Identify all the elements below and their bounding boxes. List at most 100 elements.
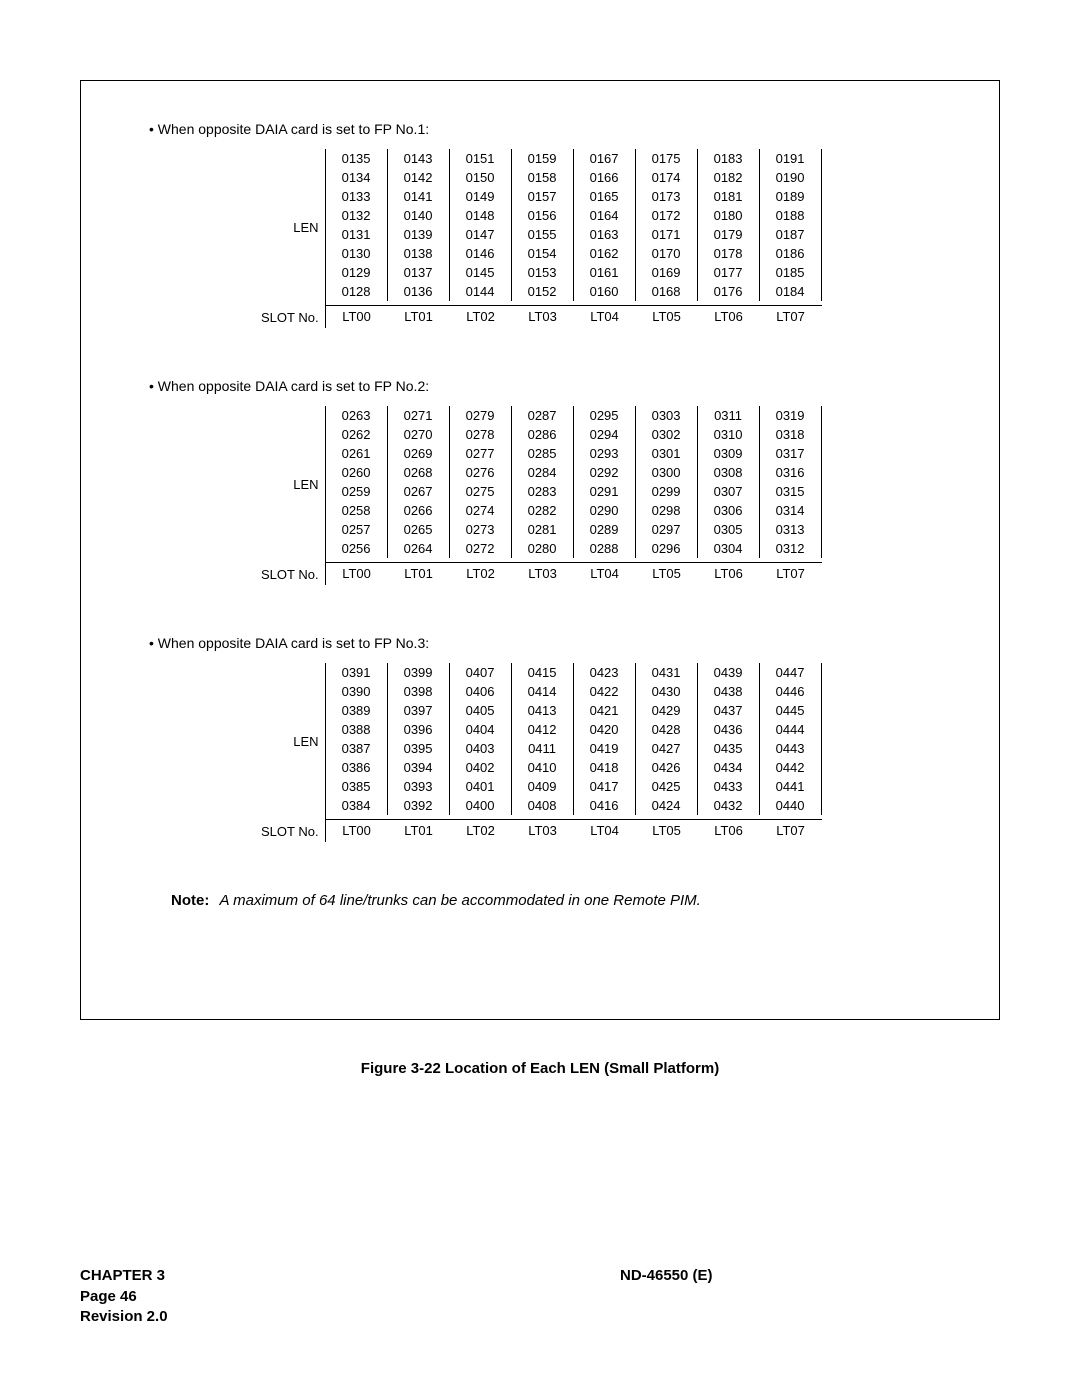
len-cell: 0136 (388, 282, 450, 301)
len-cell: 0181 (698, 187, 760, 206)
len-cell: 0133 (326, 187, 388, 206)
len-cell: 0441 (760, 777, 822, 796)
len-cell: 0280 (512, 539, 574, 558)
len-section: When opposite DAIA card is set to FP No.… (141, 635, 949, 842)
len-cell: 0444 (760, 720, 822, 739)
len-cell: 0319 (760, 406, 822, 425)
slot-row: LT00LT01LT02LT03LT04LT05LT06LT07 (326, 819, 822, 842)
slotno-label: SLOT No. (261, 306, 319, 328)
len-cell: 0421 (574, 701, 636, 720)
table-row: 02590267027502830291029903070315 (326, 482, 822, 501)
footer-page: Page 46 (80, 1287, 460, 1307)
slot-cell: LT03 (512, 820, 574, 842)
len-cell: 0286 (512, 425, 574, 444)
table-wrap: LENSLOT No.02630271027902870295030303110… (261, 406, 949, 585)
len-cell: 0293 (574, 444, 636, 463)
len-cell: 0428 (636, 720, 698, 739)
len-cell: 0405 (450, 701, 512, 720)
len-cell: 0393 (388, 777, 450, 796)
len-cell: 0188 (760, 206, 822, 225)
len-cell: 0422 (574, 682, 636, 701)
table-row: 01280136014401520160016801760184 (326, 282, 822, 301)
len-cell: 0161 (574, 263, 636, 282)
len-cell: 0423 (574, 663, 636, 682)
len-cell: 0445 (760, 701, 822, 720)
len-cell: 0425 (636, 777, 698, 796)
table-row: 03840392040004080416042404320440 (326, 796, 822, 815)
len-cell: 0140 (388, 206, 450, 225)
figure-caption: Figure 3-22 Location of Each LEN (Small … (0, 1060, 1080, 1077)
len-cell: 0413 (512, 701, 574, 720)
footer-revision: Revision 2.0 (80, 1307, 460, 1327)
len-cell: 0404 (450, 720, 512, 739)
len-cell: 0141 (388, 187, 450, 206)
len-cell: 0271 (388, 406, 450, 425)
len-cell: 0294 (574, 425, 636, 444)
len-cell: 0150 (450, 168, 512, 187)
table-row: 02620270027802860294030203100318 (326, 425, 822, 444)
len-cell: 0187 (760, 225, 822, 244)
len-cell: 0179 (698, 225, 760, 244)
len-cell: 0399 (388, 663, 450, 682)
len-cell: 0172 (636, 206, 698, 225)
len-cell: 0274 (450, 501, 512, 520)
len-cell: 0154 (512, 244, 574, 263)
len-section: When opposite DAIA card is set to FP No.… (141, 121, 949, 328)
slot-cell: LT06 (698, 820, 760, 842)
len-cell: 0128 (326, 282, 388, 301)
len-cell: 0438 (698, 682, 760, 701)
len-cell: 0314 (760, 501, 822, 520)
len-cell: 0151 (450, 149, 512, 168)
len-cell: 0157 (512, 187, 574, 206)
len-cell: 0387 (326, 739, 388, 758)
len-cell: 0420 (574, 720, 636, 739)
len-cell: 0191 (760, 149, 822, 168)
len-cell: 0285 (512, 444, 574, 463)
len-cell: 0312 (760, 539, 822, 558)
len-cell: 0283 (512, 482, 574, 501)
len-cell: 0317 (760, 444, 822, 463)
len-cell: 0134 (326, 168, 388, 187)
len-cell: 0402 (450, 758, 512, 777)
slot-cell: LT00 (326, 306, 388, 328)
table-row: 02580266027402820290029803060314 (326, 501, 822, 520)
len-cell: 0155 (512, 225, 574, 244)
grid-body: 0263027102790287029503030311031902620270… (325, 406, 822, 585)
slot-cell: LT01 (388, 563, 450, 585)
len-cell: 0430 (636, 682, 698, 701)
len-cell: 0144 (450, 282, 512, 301)
len-cell: 0276 (450, 463, 512, 482)
len-cell: 0132 (326, 206, 388, 225)
len-cell: 0153 (512, 263, 574, 282)
len-cell: 0288 (574, 539, 636, 558)
slot-cell: LT07 (760, 306, 822, 328)
len-cell: 0279 (450, 406, 512, 425)
len-cell: 0417 (574, 777, 636, 796)
len-cell: 0145 (450, 263, 512, 282)
table-wrap: LENSLOT No.01350143015101590167017501830… (261, 149, 949, 328)
len-cell: 0139 (388, 225, 450, 244)
len-label: LEN (293, 663, 318, 820)
len-cell: 0307 (698, 482, 760, 501)
len-cell: 0184 (760, 282, 822, 301)
len-cell: 0418 (574, 758, 636, 777)
len-cell: 0182 (698, 168, 760, 187)
len-cell: 0173 (636, 187, 698, 206)
slot-cell: LT02 (450, 820, 512, 842)
len-cell: 0406 (450, 682, 512, 701)
table-row: 01290137014501530161016901770185 (326, 263, 822, 282)
len-cell: 0397 (388, 701, 450, 720)
len-cell: 0272 (450, 539, 512, 558)
len-cell: 0143 (388, 149, 450, 168)
note-label: Note: (171, 892, 209, 909)
len-cell: 0386 (326, 758, 388, 777)
len-cell: 0174 (636, 168, 698, 187)
len-cell: 0257 (326, 520, 388, 539)
len-cell: 0395 (388, 739, 450, 758)
len-cell: 0316 (760, 463, 822, 482)
len-cell: 0318 (760, 425, 822, 444)
len-cell: 0160 (574, 282, 636, 301)
len-cell: 0290 (574, 501, 636, 520)
len-cell: 0149 (450, 187, 512, 206)
table-row: 01310139014701550163017101790187 (326, 225, 822, 244)
